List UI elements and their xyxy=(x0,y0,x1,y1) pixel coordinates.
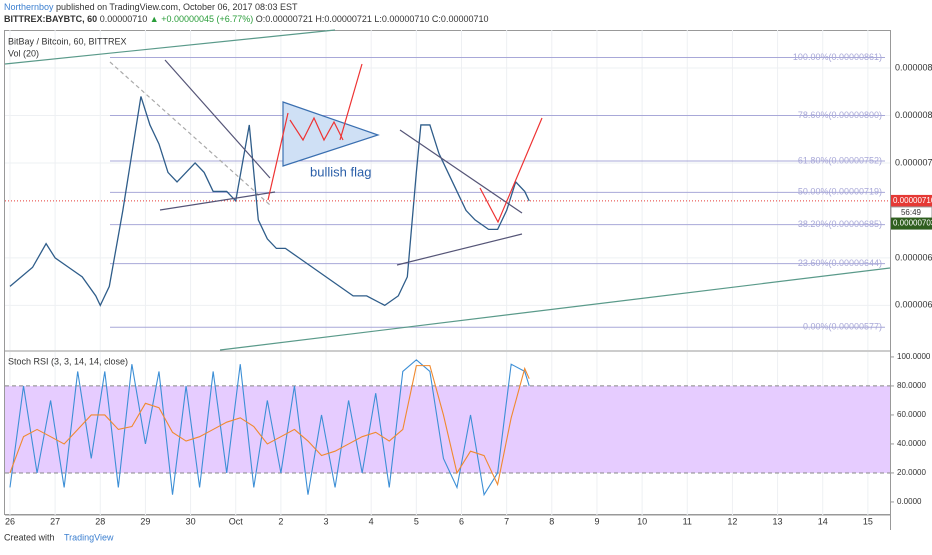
trendline xyxy=(399,129,523,214)
indicator-title: Stoch RSI (3, 3, 14, 14, close) xyxy=(8,356,128,366)
y-tick-label: 20.0000 xyxy=(897,468,926,477)
price-badge xyxy=(891,194,932,207)
volume-label: Vol (20) xyxy=(8,48,39,58)
countdown: 56:49 xyxy=(901,208,922,217)
y-tick-label: 0.0000 xyxy=(897,497,922,506)
trendline xyxy=(164,59,271,179)
footer-created: Created with xyxy=(4,532,55,542)
x-tick-label: 11 xyxy=(683,516,692,526)
x-tick-label: 6 xyxy=(459,516,464,526)
x-tick-label: 27 xyxy=(50,516,60,526)
fib-label: 23.60%(0.00000644) xyxy=(798,258,882,268)
x-tick-label: 13 xyxy=(773,516,783,526)
price-badge-label: 0.00000710 xyxy=(893,196,932,205)
change: ▲ +0.00000045 (+6.77%) xyxy=(150,14,253,24)
chart-title: BitBay / Bitcoin, 60, BITTREX xyxy=(8,36,127,46)
ohlc: O:0.00000721 H:0.00000721 L:0.00000710 C… xyxy=(256,14,489,24)
marks: 26 27 28 29 30 Oct 2 3 4 5 6 7 8 9 10 11 12 13 14 150.00000… xyxy=(5,30,932,526)
x-tick-label: 3 xyxy=(324,516,329,526)
fib-label: 0.00%(0.00000577) xyxy=(803,322,882,332)
arrow xyxy=(479,117,543,224)
x-tick-label: 9 xyxy=(594,516,599,526)
y-tick-label: 0.00000650 xyxy=(895,252,932,262)
x-tick-label: 8 xyxy=(549,516,554,526)
y-tick-label: 60.0000 xyxy=(897,410,926,419)
band xyxy=(5,385,890,473)
y-tick-label: 40.0000 xyxy=(897,439,926,448)
fib-label: 78.60%(0.00000800) xyxy=(798,110,882,120)
x-tick-label: 2 xyxy=(278,516,283,526)
x-tick-label: 4 xyxy=(369,516,374,526)
x-tick-label: 30 xyxy=(186,516,196,526)
arrow xyxy=(339,63,363,141)
published: published on TradingView.com, October 06… xyxy=(56,2,298,12)
price-badge-label: 0.00000703 xyxy=(893,219,932,228)
fib-label: 61.80%(0.00000752) xyxy=(798,155,882,165)
y-tick-label: 80.0000 xyxy=(897,381,926,390)
drawings xyxy=(4,29,891,351)
footer-brand[interactable]: TradingView xyxy=(64,532,114,542)
price-line xyxy=(9,96,530,307)
x-tick-label: 28 xyxy=(95,516,105,526)
x-tick-label: 14 xyxy=(818,516,828,526)
header-line-2: BITTREX:BAYBTC, 60 0.00000710 ▲ +0.00000… xyxy=(4,14,489,24)
trendline xyxy=(159,191,276,211)
stoch-line xyxy=(9,365,530,487)
x-tick-label: 10 xyxy=(637,516,647,526)
x-tick-label: 5 xyxy=(414,516,419,526)
trendline xyxy=(396,233,523,266)
x-tick-label: 29 xyxy=(140,516,150,526)
arrow xyxy=(289,116,344,142)
x-tick-label: 12 xyxy=(727,516,737,526)
fib-label: 50.00%(0.00000719) xyxy=(798,187,882,197)
author[interactable]: Northernboy xyxy=(4,2,54,12)
symbol: BITTREX:BAYBTC, 60 xyxy=(4,14,97,24)
x-tick-label: 15 xyxy=(863,516,873,526)
arrow xyxy=(267,112,289,201)
y-tick-label: 100.0000 xyxy=(897,352,931,361)
x-tick-label: Oct xyxy=(229,516,244,526)
y-tick-label: 0.00000800 xyxy=(895,110,932,120)
trendline xyxy=(219,267,891,351)
fib-label: 100.00%(0.00000861) xyxy=(793,52,882,62)
x-tick-label: 7 xyxy=(504,516,509,526)
header-line-1: Northernboy published on TradingView.com… xyxy=(4,2,298,12)
trendline xyxy=(109,61,271,206)
trendline xyxy=(4,29,336,65)
fib-label: 38.20%(0.00000685) xyxy=(798,219,882,229)
y-tick-label: 0.00000750 xyxy=(895,157,932,167)
last: 0.00000710 xyxy=(100,14,148,24)
y-tick-label: 0.00000850 xyxy=(895,62,932,72)
price-badge xyxy=(891,217,932,230)
x-tick-label: 26 xyxy=(5,516,15,526)
y-tick-label: 0.00000600 xyxy=(895,300,932,310)
annotation: bullish flag xyxy=(310,164,371,179)
